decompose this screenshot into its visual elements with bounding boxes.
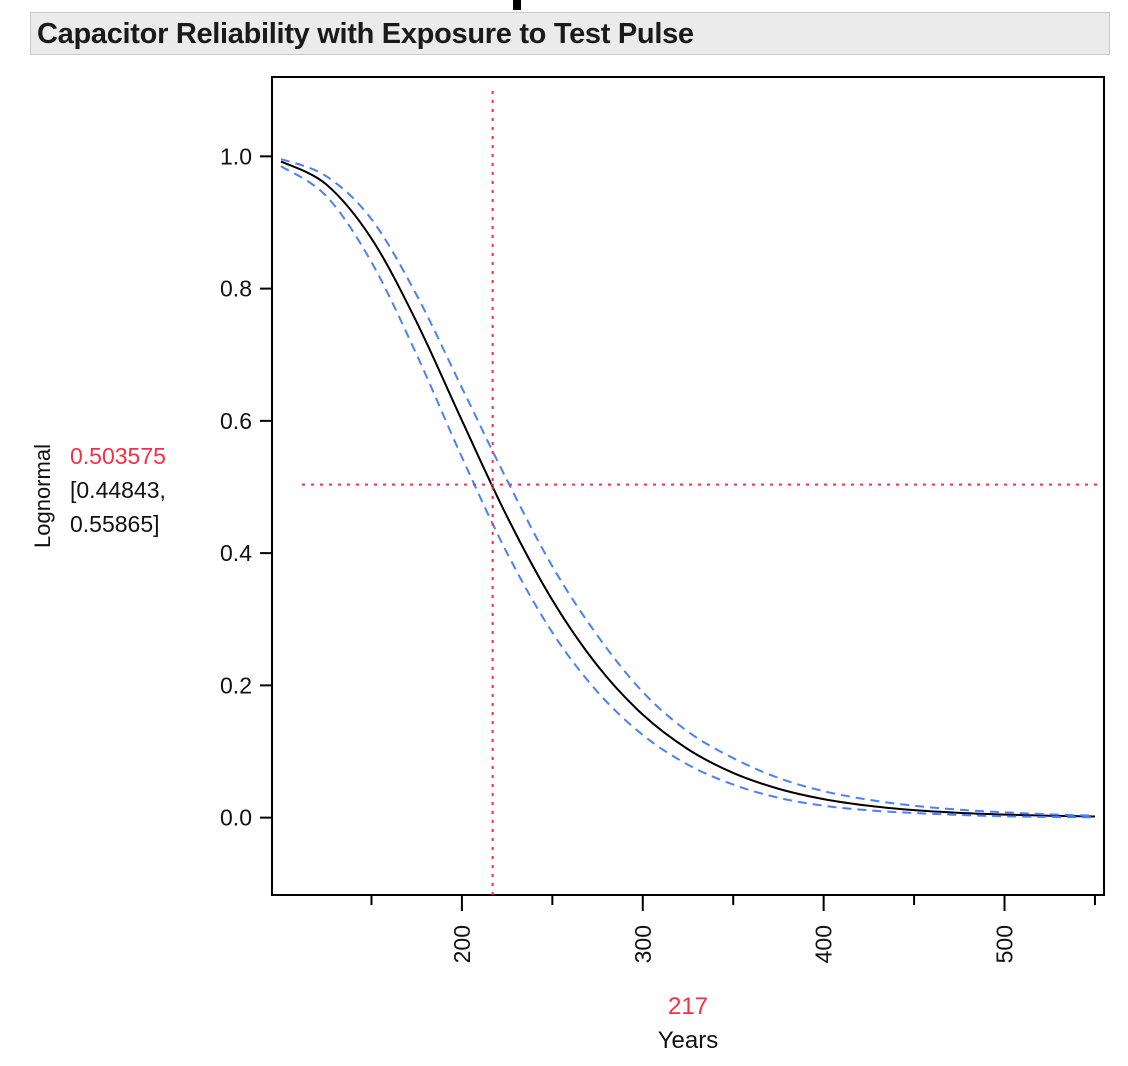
x-tick-label: 200 xyxy=(449,925,475,963)
x-tick-label: 500 xyxy=(992,925,1018,963)
y-tick-label: 0.0 xyxy=(220,805,252,831)
cropped-marker xyxy=(513,0,521,10)
y-readout-ci-high: 0.55865] xyxy=(70,511,160,537)
y-tick-label: 0.6 xyxy=(220,408,252,434)
x-tick-label: 400 xyxy=(811,925,837,963)
lower-ci-curve xyxy=(280,165,1095,819)
y-tick-label: 0.2 xyxy=(220,672,252,698)
y-tick-label: 0.8 xyxy=(220,276,252,302)
y-readout-ci-low: [0.44843, xyxy=(70,477,166,503)
y-tick-label: 1.0 xyxy=(220,143,252,169)
x-tick-label: 300 xyxy=(630,925,656,963)
y-axis-label: Lognormal xyxy=(30,444,55,548)
chart-title: Capacitor Reliability with Exposure to T… xyxy=(37,18,694,50)
outline-title-bar[interactable]: Capacitor Reliability with Exposure to T… xyxy=(30,12,1110,55)
y-readout-value[interactable]: 0.503575 xyxy=(70,443,166,469)
y-tick-label: 0.4 xyxy=(220,540,252,566)
upper-ci-curve xyxy=(280,158,1095,817)
x-readout-value[interactable]: 217 xyxy=(667,993,709,1020)
x-axis-label: Years xyxy=(657,1027,719,1054)
estimate-curve xyxy=(280,160,1095,818)
plot-frame xyxy=(271,76,1105,896)
